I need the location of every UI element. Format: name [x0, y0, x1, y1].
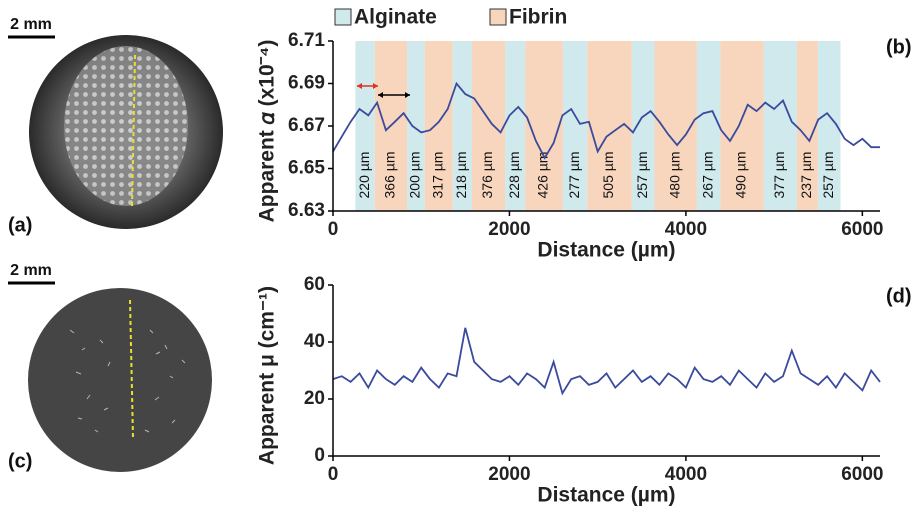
band-label: 490 µm [733, 152, 749, 199]
data-line [332, 327, 881, 396]
band-label: 200 µm [407, 152, 423, 199]
band-label: 317 µm [429, 152, 445, 199]
band-label: 220 µm [356, 152, 372, 199]
band-label: 277 µm [566, 152, 582, 199]
legend-swatch [489, 8, 507, 26]
arrows [357, 83, 410, 98]
band-label: 257 µm [820, 152, 836, 199]
y-tick-label: 60 [304, 274, 325, 295]
scale-label: 2 mm [10, 262, 52, 279]
region-band [471, 41, 506, 211]
band-label: 228 µm [506, 152, 522, 199]
band-label: 426 µm [535, 152, 551, 199]
x-tick-label: 0 [328, 464, 339, 485]
band-label: 505 µm [600, 152, 616, 199]
y-tick-label: 6.71 [288, 30, 325, 51]
region-band [525, 41, 563, 211]
band-label: 218 µm [453, 152, 469, 199]
y-tick-label: 0 [314, 445, 325, 466]
region-band [407, 41, 425, 211]
data-line [332, 81, 880, 160]
scale-label: 2 mm [10, 16, 52, 33]
legend-label: Alginate [354, 6, 437, 29]
region-band [817, 41, 841, 211]
band-label: 376 µm [479, 152, 495, 199]
x-tick-label: 0 [328, 219, 339, 240]
band-label: 377 µm [771, 152, 787, 199]
image-c [28, 288, 212, 472]
band-label: 237 µm [798, 152, 814, 199]
panel-label: (c) [8, 450, 32, 472]
region-band [505, 41, 526, 211]
y-tick-label: 40 [304, 331, 325, 352]
y-axis-title: Apparent μ (cm⁻¹) [256, 286, 279, 465]
axes [332, 41, 880, 212]
region-band [720, 41, 764, 211]
x-tick-label: 6000 [841, 464, 883, 485]
y-tick-label: 6.63 [288, 200, 325, 221]
panel-label: (a) [8, 214, 32, 236]
panel-label: (d) [886, 285, 912, 307]
band-label: 480 µm [666, 152, 682, 199]
axes [332, 285, 880, 457]
y-tick-label: 20 [304, 388, 325, 409]
region-band [562, 41, 588, 211]
region-band [424, 41, 453, 211]
legend-label: Fibrin [509, 6, 567, 29]
region-band [696, 41, 721, 211]
region-band [631, 41, 655, 211]
x-tick-label: 2000 [488, 464, 530, 485]
y-axis-title: Apparent 𝛼 (x10⁻⁴) [256, 40, 279, 223]
region-band [355, 41, 375, 211]
x-tick-label: 6000 [841, 219, 883, 240]
region-band [796, 41, 818, 211]
y-tick-label: 6.65 [288, 158, 325, 179]
band-label: 267 µm [699, 152, 715, 199]
region-band [587, 41, 632, 211]
x-tick-label: 4000 [665, 219, 707, 240]
legend-swatch [334, 8, 352, 26]
band-label: 366 µm [382, 152, 398, 199]
x-axis-title: Distance (µm) [537, 484, 675, 507]
image-a [29, 35, 223, 229]
x-tick-label: 2000 [488, 219, 530, 240]
y-tick-label: 6.69 [288, 73, 325, 94]
panel-label: (b) [886, 36, 912, 58]
region-band [763, 41, 797, 211]
x-axis-title: Distance (µm) [537, 239, 675, 262]
x-tick-label: 4000 [665, 464, 707, 485]
band-label: 257 µm [634, 152, 650, 199]
y-tick-label: 6.67 [288, 115, 325, 136]
